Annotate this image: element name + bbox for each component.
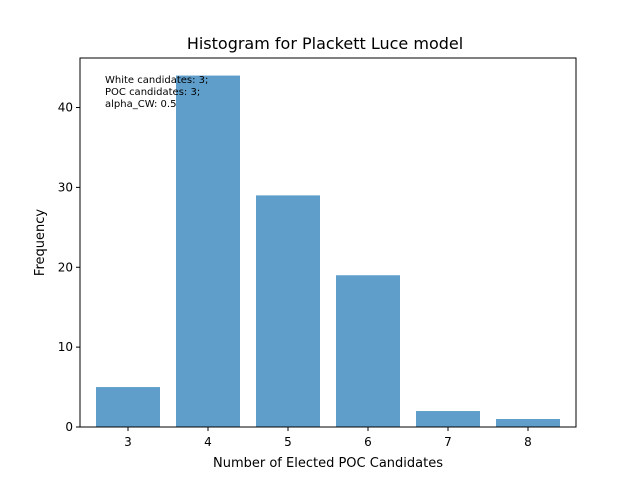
annotation-text: White candidates: 3; POC candidates: 3; al… xyxy=(105,75,208,110)
annotation-line-1: White candidates: 3; xyxy=(105,75,208,86)
bars-group xyxy=(96,75,560,428)
bar-8 xyxy=(496,419,560,427)
y-tick-label-30: 30 xyxy=(58,180,73,194)
annotation-line-3: alpha_CW: 0.5 xyxy=(105,99,176,110)
x-tick-label-3: 3 xyxy=(124,435,132,449)
chart-title: Histogram for Plackett Luce model xyxy=(187,34,463,53)
y-axis-ticks: 0 10 20 30 40 xyxy=(58,101,80,434)
plot-frame xyxy=(79,57,577,428)
bar-4 xyxy=(176,75,240,428)
x-axis-ticks: 3 4 5 6 7 8 xyxy=(124,427,532,449)
bar-5 xyxy=(256,195,320,427)
y-tick-label-40: 40 xyxy=(58,101,73,115)
x-tick-label-4: 4 xyxy=(204,435,212,449)
bar-7 xyxy=(416,411,480,427)
x-tick-label-5: 5 xyxy=(284,435,292,449)
bar-3 xyxy=(96,387,160,427)
y-tick-label-20: 20 xyxy=(58,260,73,274)
y-axis-label: Frequency xyxy=(33,209,48,276)
x-tick-label-8: 8 xyxy=(524,435,532,449)
y-tick-label-10: 10 xyxy=(58,340,73,354)
annotation-line-2: POC candidates: 3; xyxy=(105,87,200,98)
x-tick-label-6: 6 xyxy=(364,435,372,449)
bar-6 xyxy=(336,275,400,427)
x-tick-label-7: 7 xyxy=(444,435,452,449)
x-axis-label: Number of Elected POC Candidates xyxy=(213,456,443,471)
y-tick-label-0: 0 xyxy=(65,420,73,434)
